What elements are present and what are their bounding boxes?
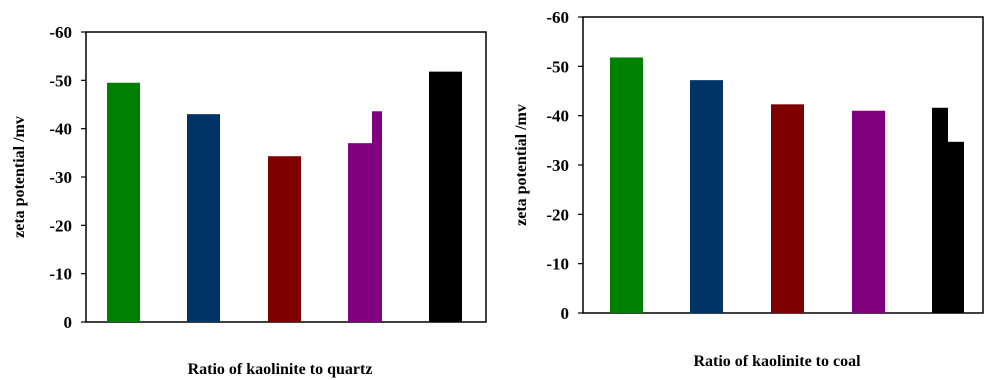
y-tick-label: -10 (49, 265, 72, 284)
x-axis-title: Ratio of kaolinite to quartz (188, 361, 373, 378)
y-tick-label: -10 (546, 255, 569, 274)
bar (348, 143, 372, 322)
y-tick-label: -40 (49, 120, 72, 139)
y-tick-label: -20 (49, 216, 72, 235)
y-tick-label: -40 (546, 107, 569, 126)
x-axis-title: Ratio of kaolinite to coal (693, 353, 861, 370)
bar (852, 110, 885, 313)
y-tick-label: -20 (546, 205, 569, 224)
bar (610, 57, 643, 313)
y-tick-label: -30 (546, 156, 569, 175)
y-axis-title: zeta potential /mv (513, 104, 530, 226)
y-tick-label: 0 (64, 313, 73, 332)
y-tick-label: -30 (49, 168, 72, 187)
y-tick-label: -60 (546, 8, 569, 27)
y-tick-label: -50 (546, 57, 569, 76)
bar (932, 107, 948, 313)
y-axis-title: zeta potential /mv (11, 116, 28, 238)
bar (268, 156, 301, 322)
bar (771, 104, 804, 313)
bar (690, 80, 723, 313)
y-tick-label: -50 (49, 71, 72, 90)
chart-left: -60 -50 -40 -30 -20 -10 0 zeta potential /mv Rat… (11, 23, 487, 378)
y-tick-label: 0 (561, 304, 570, 323)
bar (948, 141, 964, 313)
bar (429, 71, 462, 322)
bar (107, 82, 140, 322)
bar (372, 111, 382, 323)
bar (187, 114, 220, 323)
y-tick-label: -60 (49, 23, 72, 42)
chart-right: -60 -50 -40 -30 -20 -10 0 zeta potential /mv Rat… (513, 8, 984, 370)
